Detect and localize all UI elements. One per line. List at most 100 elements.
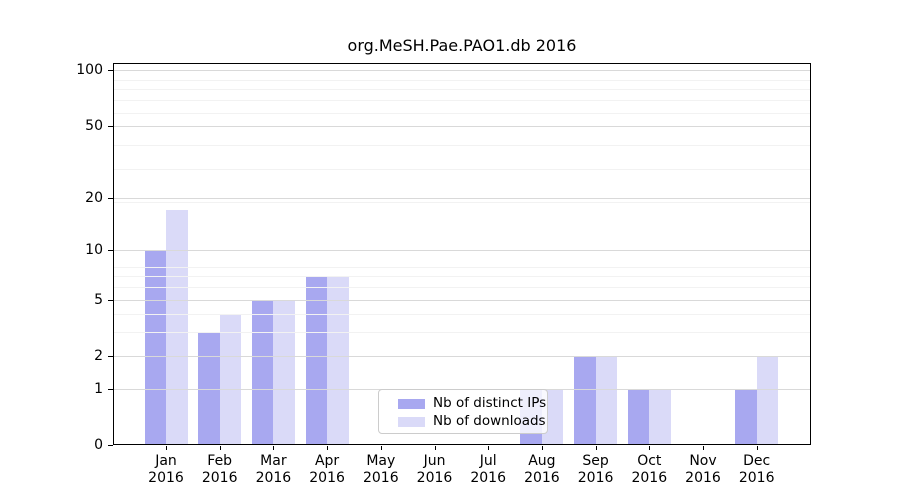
x-tick-year: 2016: [524, 470, 560, 486]
chart-title: org.MeSH.Pae.PAO1.db 2016: [347, 36, 577, 55]
x-tick-month: Jan: [155, 453, 177, 469]
bar-downloads-apr: [327, 276, 349, 445]
minor-gridline: [113, 314, 811, 316]
x-tick-year: 2016: [416, 470, 453, 486]
legend-item-downloads: Nb of downloads: [398, 413, 547, 430]
bar-downloads-feb: [219, 314, 242, 445]
x-tick-year: 2016: [201, 470, 238, 486]
x-tick-mark: [595, 446, 597, 450]
y-tick-mark: [108, 445, 113, 446]
y-tick-label: 20: [85, 189, 103, 206]
y-tick-mark: [108, 197, 113, 199]
x-tick-mark: [327, 446, 329, 450]
x-tick-mark: [756, 446, 758, 450]
bar-distinct-ips-dec: [735, 388, 757, 445]
bar-distinct-ips-sep: [574, 355, 596, 445]
x-tick-label-jul: Jul 2016: [456, 453, 520, 487]
legend-label-distinct-ips: Nb of distinct IPs: [433, 395, 547, 411]
y-tick-mark: [108, 355, 113, 357]
major-gridline: [113, 299, 811, 301]
legend-item-distinct-ips: Nb of distinct IPs: [398, 395, 547, 412]
legend-swatch-distinct-ips: [398, 398, 425, 409]
x-tick-month: Apr: [314, 453, 340, 469]
minor-gridline: [113, 145, 811, 147]
minor-gridline: [113, 276, 811, 278]
x-tick-year: 2016: [470, 470, 506, 486]
minor-gridline: [113, 287, 811, 288]
minor-gridline: [113, 168, 811, 170]
y-tick-label: 50: [85, 117, 103, 134]
x-tick-label-sep: Sep 2016: [564, 453, 628, 487]
x-tick-label-nov: Nov 2016: [671, 453, 735, 487]
bar-distinct-ips-oct: [627, 388, 650, 445]
x-tick-label-jun: Jun 2016: [403, 453, 467, 487]
x-tick-mark: [488, 446, 490, 450]
bar-distinct-ips-apr: [305, 276, 328, 445]
x-tick-label-mar: Mar 2016: [241, 453, 305, 487]
major-gridline: [113, 355, 811, 357]
x-tick-month: Feb: [207, 453, 233, 469]
x-tick-year: 2016: [309, 470, 345, 486]
x-tick-label-aug: Aug 2016: [510, 453, 574, 487]
bar-downloads-oct: [649, 388, 671, 445]
bar-distinct-ips-mar: [251, 299, 274, 445]
x-tick-label-apr: Apr 2016: [295, 453, 359, 487]
x-tick-mark: [219, 446, 221, 450]
y-tick-label: 10: [85, 242, 103, 259]
y-tick-mark: [108, 250, 113, 252]
x-tick-label-jan: Jan 2016: [134, 453, 198, 487]
grid-layer: [113, 63, 811, 445]
y-tick-mark: [108, 125, 113, 127]
x-tick-month: Mar: [260, 453, 287, 469]
y-tick-label: 0: [94, 437, 103, 453]
x-tick-mark: [541, 446, 543, 450]
x-tick-month: Jul: [479, 453, 497, 469]
x-tick-mark: [380, 446, 382, 450]
bar-downloads-jan: [166, 210, 188, 445]
legend: Nb of distinct IPs Nb of downloads: [378, 389, 548, 434]
legend-swatch-downloads: [398, 416, 425, 427]
x-tick-year: 2016: [631, 470, 668, 486]
legend-label-downloads: Nb of downloads: [433, 413, 546, 429]
x-tick-year: 2016: [577, 470, 614, 486]
bar-distinct-ips-jan: [144, 250, 166, 445]
y-tick-mark: [108, 388, 113, 390]
minor-gridline: [113, 79, 811, 81]
plot-area: [113, 63, 811, 445]
bar-downloads-dec: [756, 355, 779, 445]
x-tick-year: 2016: [685, 470, 721, 486]
minor-gridline: [113, 89, 811, 91]
x-tick-year: 2016: [738, 470, 775, 486]
x-tick-label-oct: Oct 2016: [617, 453, 681, 487]
bar-downloads-sep: [595, 355, 618, 445]
x-tick-month: Sep: [582, 453, 609, 469]
x-tick-month: Nov: [689, 453, 717, 469]
minor-gridline: [113, 112, 811, 114]
y-tick-mark: [108, 70, 113, 72]
x-tick-mark: [703, 446, 704, 450]
x-tick-mark: [273, 446, 275, 450]
x-tick-mark: [166, 446, 167, 450]
major-gridline: [113, 197, 811, 199]
x-tick-mark: [434, 446, 436, 450]
minor-gridline: [113, 332, 811, 334]
major-gridline: [113, 250, 811, 252]
x-tick-label-feb: Feb 2016: [188, 453, 252, 487]
x-tick-label-may: May 2016: [349, 453, 413, 487]
x-tick-label-dec: Dec 2016: [725, 453, 789, 487]
x-tick-month: Aug: [528, 453, 556, 469]
y-tick-label: 100: [76, 62, 103, 79]
x-tick-month: Oct: [637, 453, 662, 469]
x-tick-year: 2016: [255, 470, 292, 486]
minor-gridline: [113, 201, 811, 203]
y-tick-label: 5: [94, 291, 103, 308]
major-gridline: [113, 70, 811, 72]
minor-gridline: [113, 100, 811, 101]
bar-downloads-mar: [273, 299, 295, 445]
y-tick-label: 2: [94, 347, 103, 364]
x-tick-month: Jun: [423, 453, 446, 469]
x-tick-month: Dec: [743, 453, 771, 469]
x-tick-mark: [649, 446, 651, 450]
major-gridline: [113, 125, 811, 127]
